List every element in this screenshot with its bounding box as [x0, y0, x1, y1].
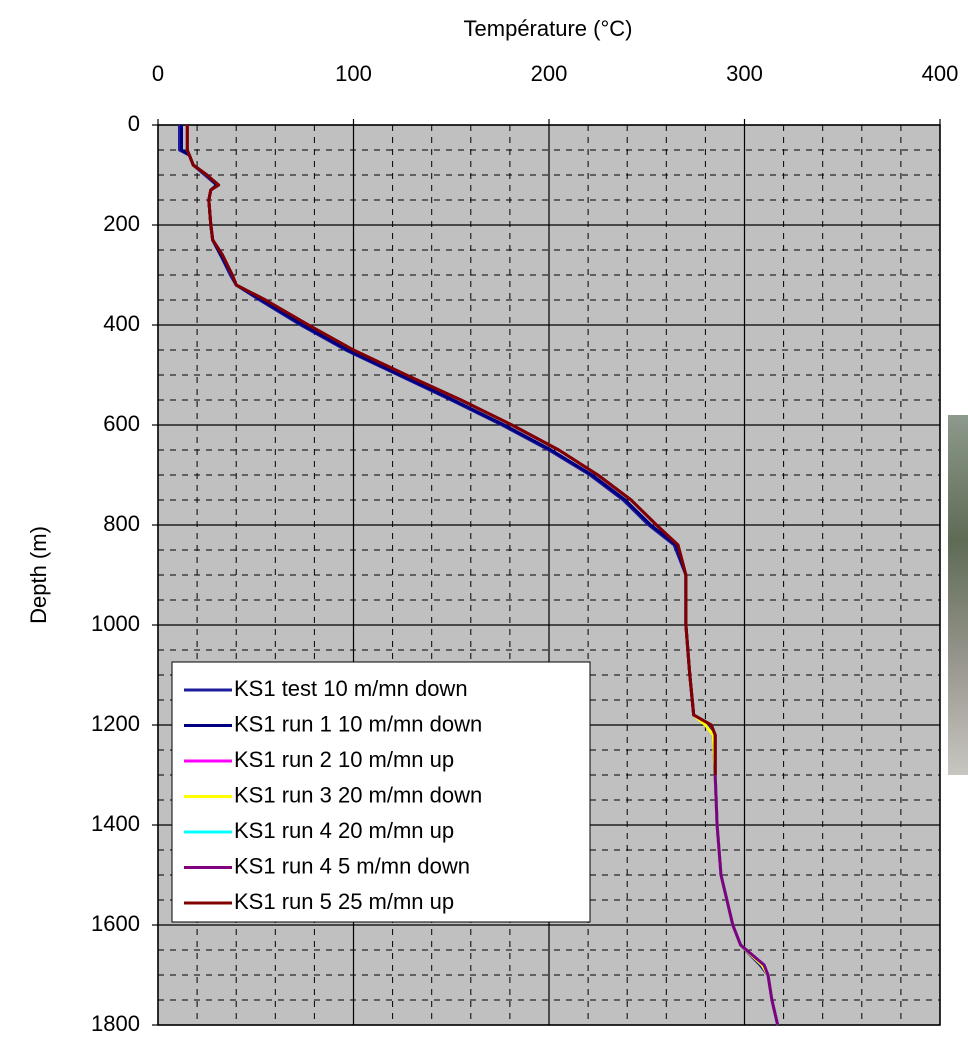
legend-label: KS1 test 10 m/mn down: [234, 676, 468, 701]
y-tick-label: 800: [103, 511, 140, 536]
y-tick-label: 0: [128, 111, 140, 136]
legend-label: KS1 run 2 10 m/mn up: [234, 747, 454, 772]
y-tick-label: 200: [103, 211, 140, 236]
y-tick-label: 1200: [91, 711, 140, 736]
y-tick-label: 1800: [91, 1011, 140, 1036]
x-tick-label: 100: [335, 61, 372, 86]
legend-label: KS1 run 1 10 m/mn down: [234, 711, 482, 736]
x-tick-label: 300: [726, 61, 763, 86]
y-tick-label: 400: [103, 311, 140, 336]
legend-label: KS1 run 4 20 m/mn up: [234, 818, 454, 843]
chart-title: Température (°C): [464, 16, 633, 41]
x-tick-label: 400: [922, 61, 959, 86]
legend-label: KS1 run 3 20 m/mn down: [234, 782, 482, 807]
y-tick-label: 600: [103, 411, 140, 436]
x-tick-label: 200: [531, 61, 568, 86]
x-tick-label: 0: [152, 61, 164, 86]
photo-fragment: [948, 415, 968, 775]
y-tick-label: 1400: [91, 811, 140, 836]
legend-label: KS1 run 5 25 m/mn up: [234, 889, 454, 914]
legend-box: [171, 661, 591, 923]
y-tick-label: 1600: [91, 911, 140, 936]
plot-border: [157, 124, 941, 1026]
series-line: [185, 125, 717, 775]
legend-label: KS1 run 4 5 m/mn down: [234, 853, 470, 878]
y-tick-label: 1000: [91, 611, 140, 636]
y-axis-label: Depth (m): [26, 526, 51, 624]
